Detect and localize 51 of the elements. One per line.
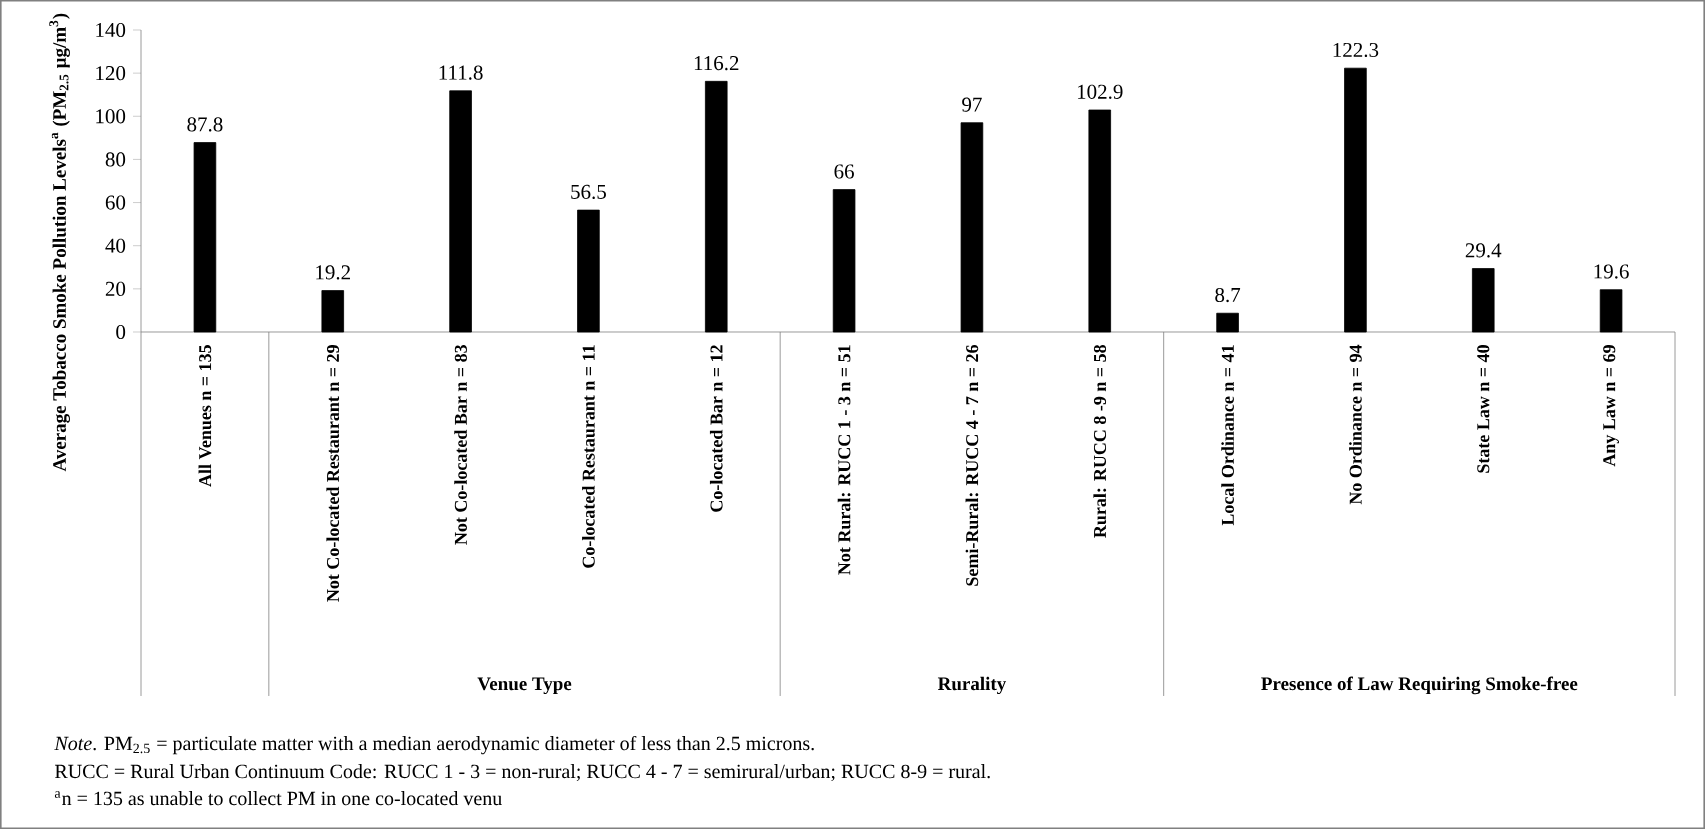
data-label: 19.2 — [316, 265, 350, 280]
data-label: 116.2 — [694, 56, 739, 71]
bar — [449, 90, 472, 333]
y-tick-label: 80 — [105, 152, 126, 167]
y-tick-label: 60 — [105, 195, 126, 210]
x-tick-label: Rural: RUCC 8 -9 n = 58 — [1093, 345, 1107, 538]
bar — [1216, 312, 1239, 333]
bar — [1344, 67, 1367, 333]
x-tick-label: Local Ordinance n = 41 — [1221, 345, 1234, 526]
text: Note. PM$_{2.5}$ = particulate matter with a median aerodynamic diameter of less than 2.5 microns. — [54, 735, 814, 755]
bar — [832, 189, 856, 333]
data-label: 97 — [962, 97, 982, 112]
text: Venue Type — [477, 677, 572, 695]
data-label: 87.8 — [187, 117, 223, 132]
x-tick-label: State Law n = 40 — [1477, 345, 1490, 473]
bar — [1599, 289, 1623, 333]
y-axis-title: Average Tobacco Smoke Pollution Levels$^{a}$ (PM$_{2.5}$ µg/m$^{3}$) — [49, 13, 70, 472]
x-tick-label: Co-located Restaurant n = 11 — [582, 345, 595, 568]
text: Rurality — [937, 676, 1007, 695]
text: RUCC = Rural Urban Continuum Code: RUCC 1 - 3 = non-rural; RUCC 4 - 7 = semirural/urban; RUCC 8-9 = rural. — [54, 764, 990, 782]
x-tick-label: Any Law n = 69 — [1603, 345, 1619, 467]
data-label: 122.3 — [1333, 42, 1379, 58]
x-tick-label: Co-located Bar n = 12 — [709, 345, 723, 512]
data-label: 102.9 — [1077, 84, 1123, 99]
x-tick-label: Not Rural: RUCC 1 - 3 n = 51 — [837, 345, 851, 575]
y-tick-label: 140 — [96, 22, 126, 38]
bar — [1088, 109, 1112, 333]
bar — [321, 290, 345, 333]
x-tick-label: Not Co-located Bar n = 83 — [454, 345, 467, 545]
x-tick-label: No Ordinance n = 94 — [1349, 344, 1362, 505]
data-label: 29.4 — [1465, 243, 1502, 258]
y-tick-label: 40 — [105, 238, 126, 253]
y-tick-label: 100 — [96, 109, 126, 124]
y-tick-label: 20 — [105, 281, 126, 296]
bar — [960, 122, 984, 333]
x-tick-label: Not Co-located Restaurant n = 29 — [326, 345, 340, 602]
text: Presence of Law Requiring Smoke-free — [1261, 676, 1578, 695]
data-label: 56.5 — [571, 184, 606, 200]
x-tick-label: All Venues n = 135 — [198, 345, 212, 487]
bar — [1471, 268, 1495, 333]
data-label: 66 — [834, 164, 854, 179]
bar — [704, 80, 728, 333]
data-label: 19.6 — [1594, 264, 1629, 279]
bar — [193, 142, 217, 333]
bar — [577, 209, 600, 333]
data-label: 8.7 — [1215, 287, 1241, 303]
data-label: 111.8 — [439, 65, 483, 80]
y-tick-label: 120 — [96, 66, 126, 81]
x-tick-label: Semi-Rural: RUCC 4 - 7 n = 26 — [965, 344, 979, 586]
y-tick-label: 0 — [116, 324, 126, 340]
text: $^{a}$n = 135 as unable to collect PM in one co-located venu — [54, 791, 502, 806]
